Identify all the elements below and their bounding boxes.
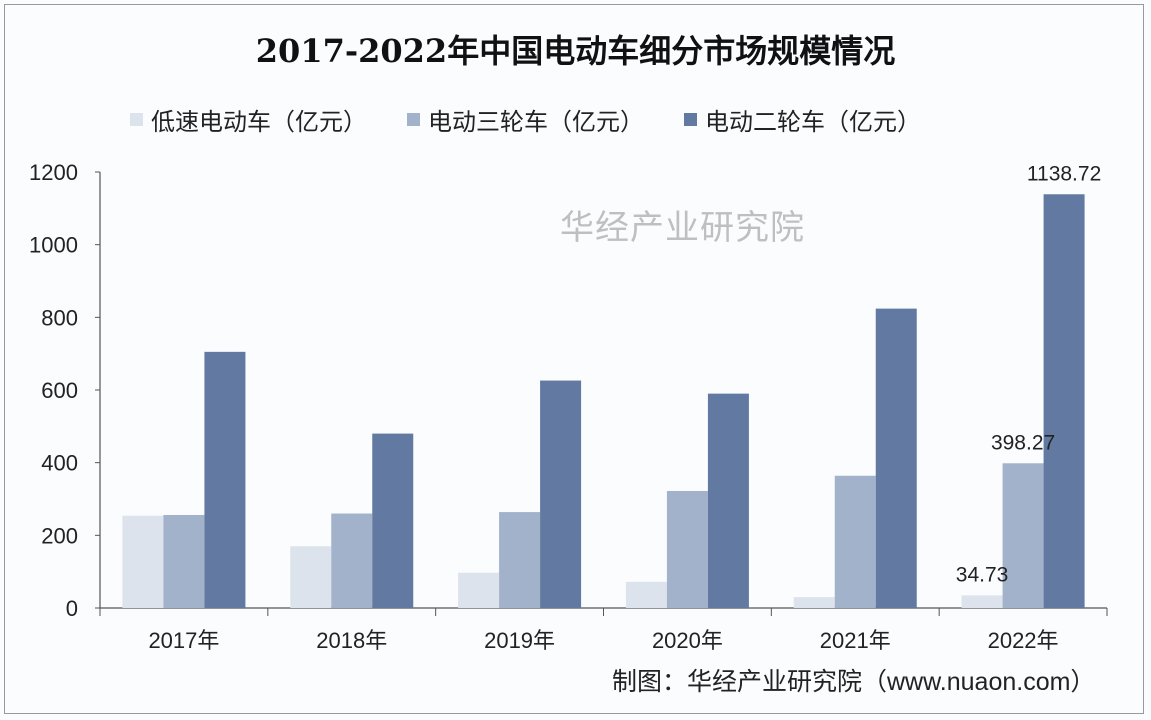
x-tick-label: 2018年 <box>316 628 387 653</box>
data-label: 398.27 <box>991 431 1055 454</box>
y-tick-label: 0 <box>66 596 78 621</box>
legend-item-low-speed: 低速电动车（亿元） <box>130 102 367 137</box>
bar <box>372 433 414 608</box>
chart-frame <box>4 4 1144 714</box>
bar <box>1043 194 1085 608</box>
x-tick-label: 2017年 <box>148 628 219 653</box>
legend-swatch <box>130 113 143 126</box>
y-tick-label: 1200 <box>29 160 78 185</box>
bar <box>163 514 205 608</box>
legend-label: 电动二轮车（亿元） <box>705 109 921 136</box>
y-tick-label: 600 <box>41 378 78 403</box>
source-note: 制图：华经产业研究院（www.nuaon.com） <box>612 668 1096 696</box>
data-label: 1138.72 <box>1027 162 1101 185</box>
bar <box>122 515 164 608</box>
legend-label: 低速电动车（亿元） <box>151 109 367 136</box>
y-tick-label: 1000 <box>29 233 78 258</box>
bar <box>666 491 708 608</box>
x-tick-label: 2022年 <box>988 628 1059 653</box>
legend-label: 电动三轮车（亿元） <box>428 109 644 136</box>
x-tick-label: 2019年 <box>484 628 555 653</box>
data-label: 34.73 <box>956 563 1009 586</box>
bar <box>793 597 835 608</box>
chart-title: 2017-2022年中国电动车细分市场规模情况 <box>255 32 896 70</box>
bar <box>1002 463 1044 608</box>
legend-swatch <box>407 113 420 126</box>
x-tick-label: 2021年 <box>820 628 891 653</box>
bar <box>540 380 582 608</box>
y-tick-label: 800 <box>41 305 78 330</box>
watermark: 华经产业研究院 <box>560 209 805 247</box>
bar <box>204 351 246 608</box>
y-tick-label: 400 <box>41 451 78 476</box>
bar <box>458 572 500 608</box>
bar <box>499 512 541 608</box>
bar <box>875 308 917 608</box>
bar <box>625 581 667 608</box>
bar <box>331 513 373 608</box>
legend-item-two-wheeler: 电动二轮车（亿元） <box>684 102 921 137</box>
bar <box>834 475 876 608</box>
bar <box>961 595 1003 608</box>
y-tick-label: 200 <box>41 523 78 548</box>
legend: 低速电动车（亿元） 电动三轮车（亿元） 电动二轮车（亿元） <box>130 102 921 137</box>
x-tick-label: 2020年 <box>652 628 723 653</box>
legend-swatch <box>684 113 697 126</box>
bar <box>290 546 332 608</box>
legend-item-tricycle: 电动三轮车（亿元） <box>407 102 644 137</box>
bar <box>707 393 749 608</box>
